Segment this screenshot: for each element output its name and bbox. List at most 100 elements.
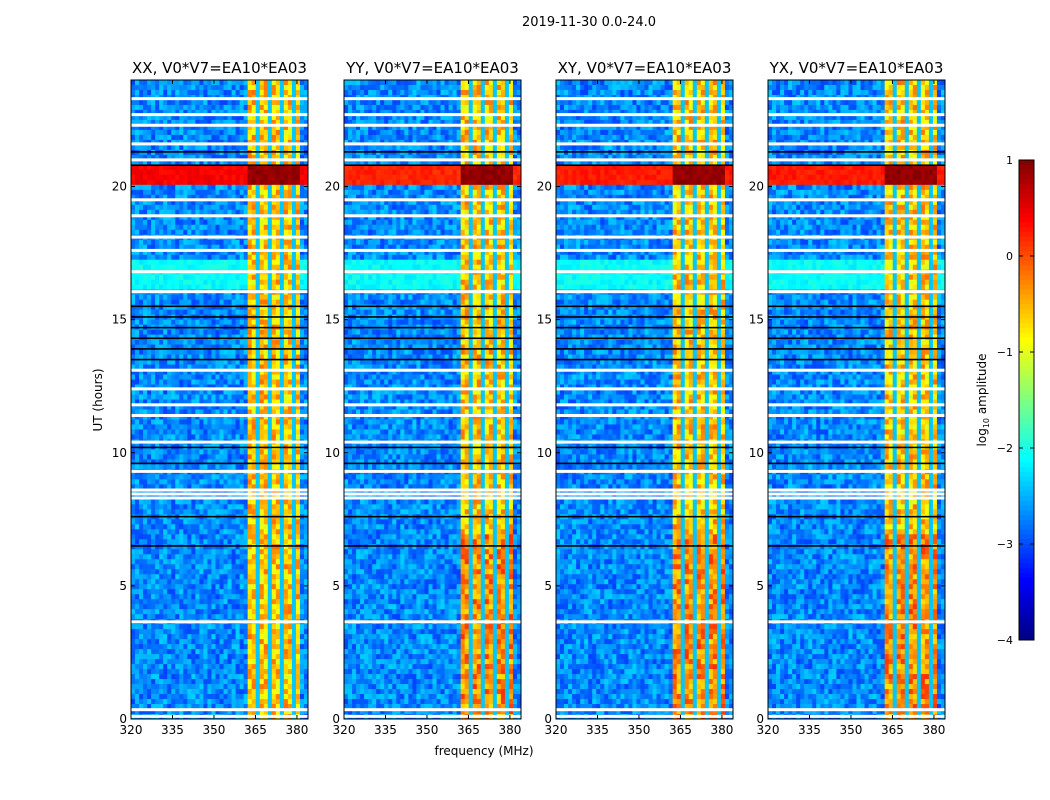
heatmap-cell xyxy=(191,309,196,316)
heatmap-cell xyxy=(195,114,200,121)
heatmap-cell xyxy=(187,464,192,470)
heatmap-cell xyxy=(163,249,168,256)
heatmap-cell xyxy=(155,169,160,176)
heatmap-cell xyxy=(239,264,245,271)
heatmap-cell xyxy=(283,564,289,570)
heatmap-cell xyxy=(223,579,228,585)
heatmap-cell xyxy=(139,389,144,395)
heatmap-cell xyxy=(147,174,152,181)
heatmap-cell xyxy=(171,299,176,306)
heatmap-cell xyxy=(143,344,148,350)
heatmap-cell xyxy=(263,584,269,590)
heatmap-cell xyxy=(167,124,172,131)
heatmap-cell xyxy=(247,204,253,211)
heatmap-cell xyxy=(195,544,200,550)
heatmap-cell xyxy=(279,299,285,306)
heatmap-cell xyxy=(299,154,305,161)
heatmap-cell xyxy=(203,284,208,291)
heatmap-cell xyxy=(203,294,208,301)
heatmap-cell xyxy=(131,484,136,490)
heatmap-cell xyxy=(287,399,293,405)
heatmap-cell xyxy=(207,459,212,465)
heatmap-cell xyxy=(163,404,168,410)
heatmap-cell xyxy=(247,174,253,181)
heatmap-cell xyxy=(195,284,200,291)
heatmap-cell xyxy=(239,574,245,580)
heatmap-cell xyxy=(167,80,172,86)
heatmap-cell xyxy=(191,154,196,161)
heatmap-cell xyxy=(143,119,148,126)
heatmap-cell xyxy=(207,584,212,590)
heatmap-cell xyxy=(247,119,253,126)
heatmap-cell xyxy=(163,294,168,301)
heatmap-cell xyxy=(263,359,269,365)
heatmap-cell xyxy=(235,434,241,440)
heatmap-cell xyxy=(227,379,232,385)
heatmap-cell xyxy=(143,579,148,585)
heatmap-cell xyxy=(175,359,180,365)
heatmap-cell xyxy=(267,319,273,326)
heatmap-cell xyxy=(255,404,261,410)
heatmap-cell xyxy=(271,414,277,420)
heatmap-cell xyxy=(235,354,241,360)
heatmap-cell xyxy=(175,294,180,301)
heatmap-cell xyxy=(159,409,164,415)
heatmap-cell xyxy=(235,184,241,191)
heatmap-cell xyxy=(159,184,164,191)
heatmap-cell xyxy=(231,114,236,121)
heatmap-cell xyxy=(279,584,285,590)
heatmap-cell xyxy=(215,239,220,246)
heatmap-cell xyxy=(279,484,285,490)
heatmap-cell xyxy=(211,549,216,555)
heatmap-cell xyxy=(219,169,224,176)
heatmap-cell xyxy=(251,624,257,630)
heatmap-cell xyxy=(267,194,273,201)
heatmap-cell xyxy=(279,164,285,171)
heatmap-cell xyxy=(135,80,140,86)
heatmap-cell xyxy=(267,534,273,540)
heatmap-cell xyxy=(243,594,249,600)
heatmap-cell xyxy=(215,319,220,326)
heatmap-cell xyxy=(303,194,309,201)
heatmap-cell xyxy=(167,344,172,350)
heatmap-cell xyxy=(187,254,192,261)
heatmap-cell xyxy=(187,224,192,231)
heatmap-cell xyxy=(135,99,140,106)
heatmap-cell xyxy=(147,529,152,535)
heatmap-cell xyxy=(283,354,289,360)
heatmap-cell xyxy=(215,199,220,206)
heatmap-cell xyxy=(275,364,281,370)
heatmap-cell xyxy=(231,374,236,380)
heatmap-cell xyxy=(167,154,172,161)
heatmap-cell xyxy=(283,104,289,111)
heatmap-cell xyxy=(143,484,148,490)
heatmap-cell xyxy=(275,609,281,615)
heatmap-cell xyxy=(211,379,216,385)
heatmap-cell xyxy=(251,529,257,535)
heatmap-cell xyxy=(295,229,301,236)
heatmap-cell xyxy=(147,204,152,211)
heatmap-cell xyxy=(299,309,305,316)
heatmap-cell xyxy=(279,559,285,565)
heatmap-cell xyxy=(299,599,305,605)
heatmap-cell xyxy=(183,189,188,196)
heatmap-cell xyxy=(303,609,309,615)
heatmap-cell xyxy=(203,129,208,136)
heatmap-cell xyxy=(143,169,148,176)
heatmap-cell xyxy=(235,544,241,550)
heatmap-cell xyxy=(175,504,180,510)
heatmap-cell xyxy=(191,409,196,415)
heatmap-cell xyxy=(303,629,309,635)
heatmap-cell xyxy=(179,574,184,580)
heatmap-cell xyxy=(251,434,257,440)
heatmap-cell xyxy=(231,409,236,415)
heatmap-cell xyxy=(211,389,216,395)
heatmap-cell xyxy=(295,629,301,635)
heatmap-cell xyxy=(195,549,200,555)
heatmap-cell xyxy=(151,184,156,191)
heatmap-cell xyxy=(235,534,241,540)
heatmap-cell xyxy=(135,554,140,560)
heatmap-cell xyxy=(151,284,156,291)
heatmap-cell xyxy=(179,384,184,390)
heatmap-cell xyxy=(263,214,269,221)
